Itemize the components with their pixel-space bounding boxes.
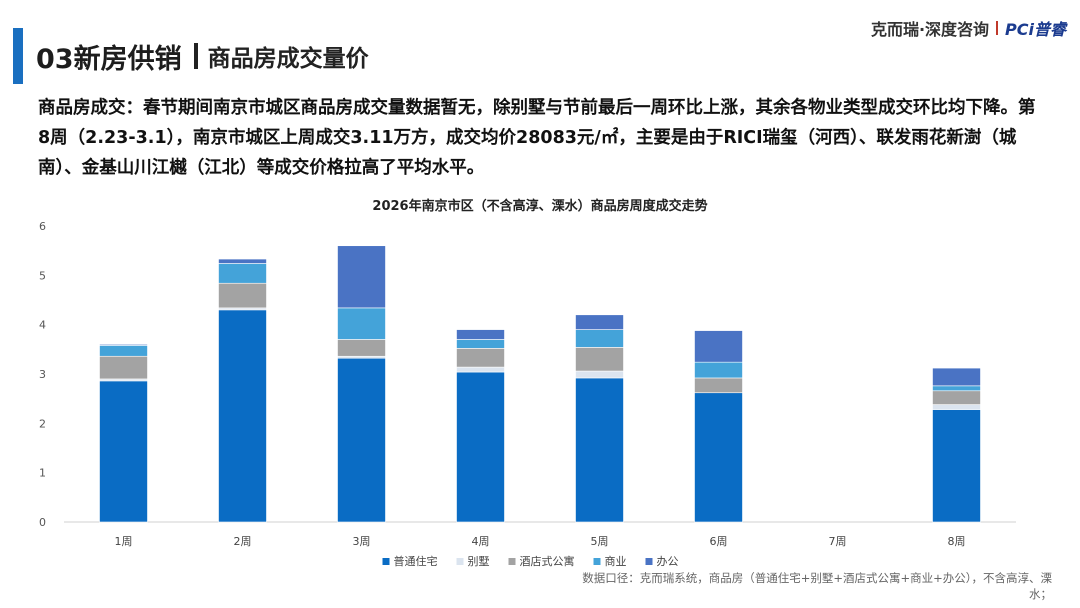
bar-segment xyxy=(456,329,505,340)
x-tick-label: 5周 xyxy=(591,535,609,548)
bar-segment xyxy=(456,339,505,349)
slide-title: 03新房供销 商品房成交量价 xyxy=(36,36,369,76)
bar-segment xyxy=(575,377,624,523)
y-tick-label: 1 xyxy=(39,467,46,480)
x-axis: 1周 2周 3周 4周 5周 6周 7周 8周 xyxy=(115,535,966,548)
title-separator xyxy=(193,43,198,69)
legend-label: 酒店式公寓 xyxy=(520,554,575,568)
bar-segment xyxy=(99,345,148,357)
legend-label: 办公 xyxy=(657,555,679,568)
bar-segment xyxy=(337,245,386,309)
y-tick-label: 0 xyxy=(39,516,46,529)
bar-segment xyxy=(218,282,267,309)
bar-segment xyxy=(694,392,743,523)
bar-group xyxy=(99,245,981,523)
legend-swatch xyxy=(645,558,653,565)
y-tick-label: 5 xyxy=(39,269,46,282)
accent-bar xyxy=(13,28,23,84)
brand-name: 克而瑞·深度咨询 xyxy=(870,20,990,39)
bar-segment xyxy=(456,348,505,368)
bar-segment xyxy=(337,339,386,357)
bar-segment xyxy=(218,258,267,264)
bar-segment xyxy=(218,263,267,284)
bar-segment xyxy=(932,390,981,405)
footnote: 数据口径：克而瑞系统，商品房（普通住宅+别墅+酒店式公寓+商业+办公），不含高淳… xyxy=(582,571,1052,601)
bar-segment xyxy=(337,307,386,340)
bar-segment xyxy=(575,347,624,372)
legend-swatch xyxy=(508,558,516,565)
sub-title: 商品房成交量价 xyxy=(207,46,369,72)
bar-segment xyxy=(932,404,981,410)
x-tick-label: 1周 xyxy=(115,535,133,548)
brand-logo: PCi普睿 xyxy=(1005,20,1066,39)
x-tick-label: 4周 xyxy=(472,535,490,548)
y-tick-label: 4 xyxy=(39,319,46,332)
bar-segment xyxy=(99,344,148,346)
bar-segment xyxy=(337,357,386,523)
bar-segment xyxy=(694,361,743,379)
y-tick-label: 3 xyxy=(39,368,46,381)
bar-segment xyxy=(456,366,505,373)
x-tick-label: 3周 xyxy=(353,535,371,548)
bar-segment xyxy=(575,329,624,348)
bar-segment xyxy=(932,385,981,392)
chart-legend: 普通住宅 别墅 酒店式公寓 商业 办公 xyxy=(382,554,679,568)
summary-paragraph: 商品房成交：春节期间南京市城区商品房成交量数据暂无，除别墅与节前最后一周环比上涨… xyxy=(38,98,1036,178)
legend-swatch xyxy=(382,558,390,565)
bar-segment xyxy=(456,371,505,523)
section-title: 03新房供销 xyxy=(36,43,182,75)
legend-label: 别墅 xyxy=(468,555,490,568)
y-tick-label: 2 xyxy=(39,417,46,430)
bar-segment xyxy=(575,370,624,379)
legend-swatch xyxy=(593,558,601,565)
legend-label: 普通住宅 xyxy=(394,554,438,568)
y-tick-label: 6 xyxy=(39,220,46,233)
legend-label: 商业 xyxy=(605,554,627,568)
brand: 克而瑞·深度咨询 PCi普睿 xyxy=(871,16,1066,40)
bar-segment xyxy=(575,314,624,330)
brand-divider xyxy=(996,21,999,35)
bar-segment xyxy=(694,330,743,363)
x-tick-label: 6周 xyxy=(710,535,728,548)
x-tick-label: 7周 xyxy=(829,535,847,548)
chart-title: 2026年南京市区（不含高淳、溧水）商品房周度成交走势 xyxy=(372,198,707,214)
bar-segment xyxy=(694,377,743,394)
x-tick-label: 8周 xyxy=(948,535,966,548)
bar-segment xyxy=(99,355,148,380)
bar-segment xyxy=(932,409,981,523)
y-axis: 0 1 2 3 4 5 6 xyxy=(39,220,46,529)
bar-segment xyxy=(218,309,267,523)
x-tick-label: 2周 xyxy=(234,535,252,548)
bar-segment xyxy=(99,380,148,523)
bar-segment xyxy=(932,367,981,387)
legend-swatch xyxy=(456,558,464,565)
